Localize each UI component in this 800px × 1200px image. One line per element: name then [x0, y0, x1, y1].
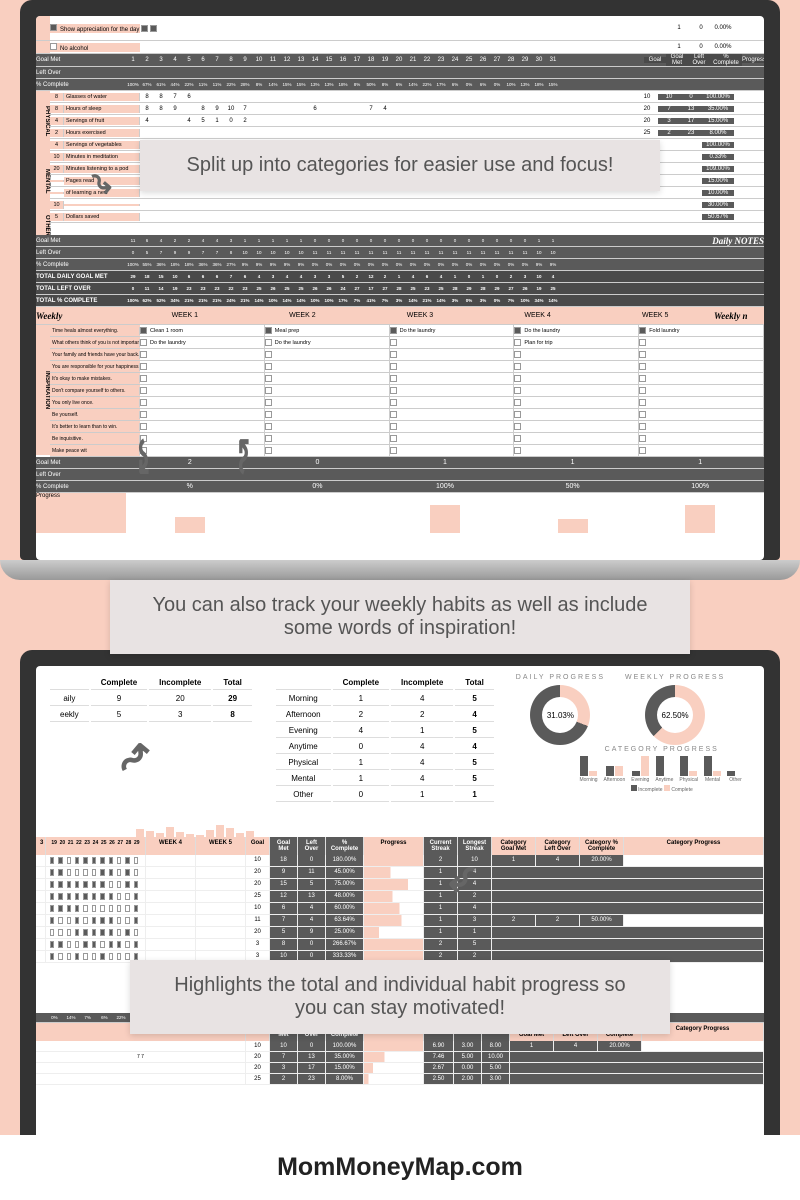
left-over: 0	[690, 25, 712, 31]
pct: 0.00%	[712, 25, 734, 31]
weekly-header: Weekly	[36, 311, 126, 321]
arrow-icon: ↝	[225, 439, 258, 474]
daily-progress-label: DAILY PROGRESS	[516, 674, 605, 681]
laptop-bottom: CompleteIncompleteTotal aily92029 eekly5…	[20, 650, 780, 1160]
time-table: CompleteIncompleteTotalMorning145Afterno…	[274, 674, 496, 804]
category-mental: MENTAL	[36, 151, 50, 211]
laptop-top: Show appreciation for the day 1 0 0.00% …	[20, 0, 780, 560]
weekly-progress-donut: 62.50%	[645, 685, 705, 745]
habit-label: No alcohol	[60, 46, 88, 52]
footer-brand: MomMoneyMap.com	[0, 1135, 800, 1200]
callout-categories: Split up into categories for easier use …	[140, 140, 660, 191]
arrow-icon: ↜	[125, 439, 158, 474]
overview-table: CompleteIncompleteTotal aily92029 eekly5…	[48, 674, 254, 724]
callout-progress: Highlights the total and individual habi…	[130, 960, 670, 1034]
category-bars: MorningAfternoonEveningAnytimePhysicalMe…	[573, 753, 750, 783]
category-other: OTHER	[36, 211, 50, 235]
detail-header: 3 1920212223242526272829 WEEK 4 WEEK 5 G…	[36, 837, 764, 855]
week-col: WEEK 1	[126, 312, 244, 319]
habit-label: Show appreciation for the day	[60, 27, 139, 33]
daily-notes-label: Daily NOTES	[712, 236, 764, 246]
laptop-base	[0, 560, 800, 580]
goal-met: 1	[668, 25, 690, 31]
summary-goal-met: Goal Met 1234567891011121314151617181920…	[36, 54, 764, 67]
daily-progress-donut: 31.03%	[530, 685, 590, 745]
habit-row: No alcohol 1 0 0.00%	[36, 41, 764, 54]
spreadsheet-top: Show appreciation for the day 1 0 0.00% …	[36, 16, 764, 560]
callout-weekly: You can also track your weekly habits as…	[110, 580, 690, 654]
habit-row: Show appreciation for the day 1 0 0.00%	[36, 16, 764, 41]
category-physical: PHYSICAL	[36, 91, 50, 151]
spreadsheet-bottom: CompleteIncompleteTotal aily92029 eekly5…	[36, 666, 764, 1160]
weekly-progress-label: WEEKLY PROGRESS	[625, 674, 725, 681]
inspiration-label: INSPIRATION	[36, 325, 50, 455]
